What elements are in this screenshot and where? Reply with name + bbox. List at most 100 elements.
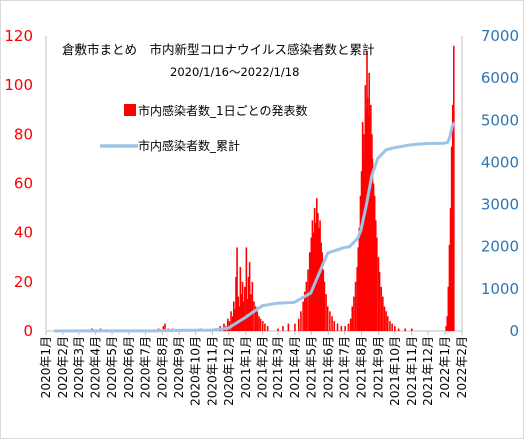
daily-bar: [373, 195, 376, 331]
right-tick-label: 2000: [481, 238, 519, 256]
x-tick-label: 2020年5月: [105, 336, 119, 398]
x-tick-label: 2021年7月: [338, 336, 352, 398]
daily-bar: [358, 227, 361, 331]
x-tick-label: 2020年12月: [222, 336, 236, 406]
x-axis-ticks: 2020年1月 2020年2月 2020年3月 2020年4月 2020年5月 2020年…: [39, 331, 469, 406]
daily-bar: [386, 316, 389, 331]
daily-bar: [259, 318, 262, 331]
daily-bar: [371, 158, 374, 331]
chart-title: 倉敷市まとめ 市内新型コロナウイルス感染者数と累計: [62, 42, 375, 57]
daily-bar: [236, 247, 238, 331]
daily-bar: [360, 171, 363, 331]
legend-bar-swatch: [124, 104, 136, 116]
daily-bar: [164, 323, 166, 332]
right-tick-label: 3000: [481, 196, 519, 214]
x-tick-label: 2021年12月: [421, 336, 435, 406]
left-tick-label: 20: [14, 273, 33, 291]
left-tick-label: 120: [4, 27, 33, 45]
daily-bar: [357, 247, 360, 331]
daily-bar: [227, 318, 229, 331]
daily-bar: [385, 311, 387, 331]
daily-bar: [253, 301, 255, 331]
daily-bar: [282, 326, 284, 331]
daily-bar: [305, 281, 308, 331]
daily-bar: [368, 72, 370, 332]
right-tick-label: 7000: [481, 27, 519, 45]
daily-bar: [404, 328, 407, 331]
daily-bar: [359, 195, 362, 331]
daily-bar: [347, 323, 350, 332]
x-tick-label: 2020年9月: [172, 336, 186, 398]
daily-bar: [354, 281, 357, 331]
x-tick-label: 2020年7月: [138, 336, 152, 398]
daily-bar: [397, 328, 400, 331]
legend-bar-label: 市内感染者数_1日ごとの発表数: [138, 103, 308, 118]
daily-bar: [329, 311, 331, 331]
cumulative-line: [54, 121, 456, 333]
right-tick-label: 6000: [481, 69, 519, 87]
daily-bar: [307, 269, 309, 331]
daily-bar: [320, 242, 322, 331]
daily-bar: [445, 326, 447, 331]
daily-bar: [370, 104, 372, 331]
daily-bar: [382, 296, 384, 331]
right-tick-label: 4000: [481, 153, 519, 171]
daily-bar: [241, 281, 244, 331]
daily-bar: [410, 328, 413, 331]
daily-bar: [297, 318, 300, 331]
chart-subtitle: 2020/1/16〜2022/1/18: [170, 65, 299, 79]
x-tick-label: 2020年1月: [39, 336, 53, 398]
daily-bar: [340, 326, 343, 331]
daily-bars: [91, 45, 455, 332]
daily-bar: [277, 328, 279, 331]
plot-area: [45, 36, 463, 332]
x-tick-label: 2022年1月: [438, 336, 452, 398]
daily-bar: [453, 45, 455, 331]
daily-bar: [256, 311, 259, 331]
x-tick-label: 2021年8月: [355, 336, 369, 398]
daily-bar: [372, 183, 375, 331]
daily-bar: [308, 252, 311, 331]
daily-bar: [448, 244, 451, 331]
x-tick-label: 2021年9月: [371, 336, 385, 398]
daily-bar: [378, 272, 381, 331]
daily-bar: [303, 291, 306, 331]
daily-bar: [243, 286, 246, 331]
right-tick-label: 1000: [481, 280, 519, 298]
left-tick-label: 60: [14, 175, 33, 193]
daily-bar: [312, 232, 315, 331]
daily-bar: [319, 220, 321, 332]
daily-bar: [245, 247, 248, 331]
daily-bar: [321, 252, 324, 331]
daily-bar: [366, 97, 369, 332]
daily-bar: [248, 262, 251, 331]
daily-bar: [451, 104, 454, 331]
daily-bar: [311, 220, 314, 332]
daily-bar: [247, 276, 250, 331]
left-tick-label: 100: [4, 76, 33, 94]
daily-bar: [310, 237, 313, 331]
daily-bar: [344, 326, 346, 331]
x-tick-label: 2021年11月: [405, 336, 419, 406]
daily-bar: [383, 306, 386, 331]
daily-bar: [376, 237, 378, 331]
daily-bar: [349, 318, 352, 331]
daily-bar: [242, 301, 245, 331]
left-tick-label: 40: [14, 224, 33, 242]
daily-bar: [325, 294, 327, 332]
daily-bar: [318, 227, 320, 331]
daily-bar: [240, 294, 243, 332]
x-tick-label: 2021年4月: [288, 336, 302, 398]
daily-bar: [230, 311, 232, 331]
daily-bar: [333, 321, 336, 331]
x-tick-label: 2021年3月: [271, 336, 285, 398]
daily-bar: [313, 208, 316, 331]
daily-bar: [261, 321, 264, 331]
x-tick-label: 2020年4月: [89, 336, 103, 398]
daily-bar: [362, 134, 365, 331]
daily-bar: [239, 267, 242, 331]
x-tick-label: 2021年2月: [256, 336, 270, 398]
daily-bar: [254, 306, 257, 331]
daily-bar: [380, 286, 382, 331]
